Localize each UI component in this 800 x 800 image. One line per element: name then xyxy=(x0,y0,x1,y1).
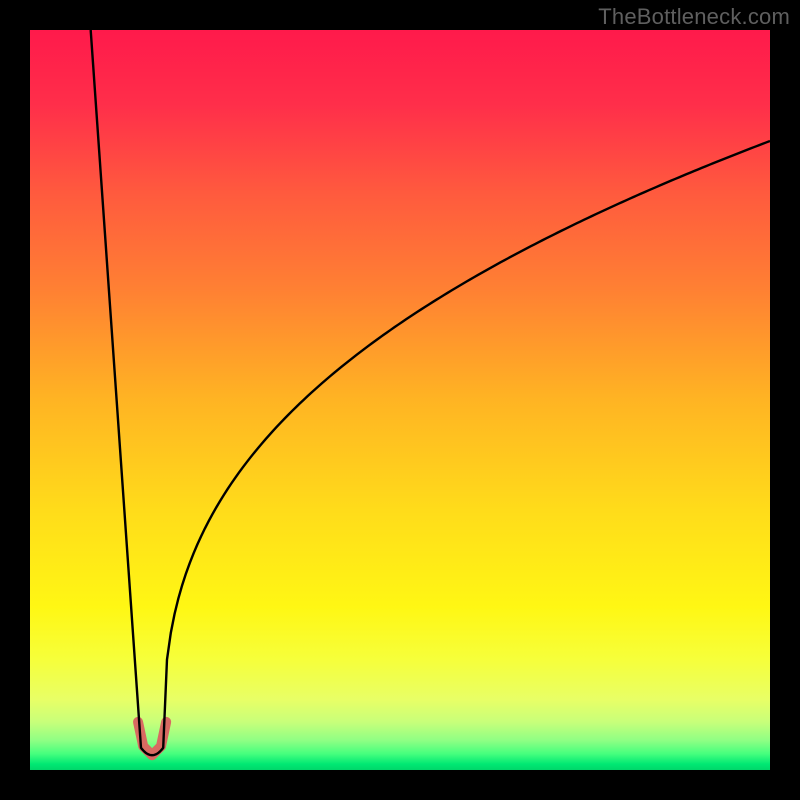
curve-layer xyxy=(30,30,770,770)
plot-area xyxy=(30,30,770,770)
bottleneck-curve xyxy=(91,30,770,755)
chart-stage: TheBottleneck.com xyxy=(0,0,800,800)
watermark-text: TheBottleneck.com xyxy=(598,4,790,30)
